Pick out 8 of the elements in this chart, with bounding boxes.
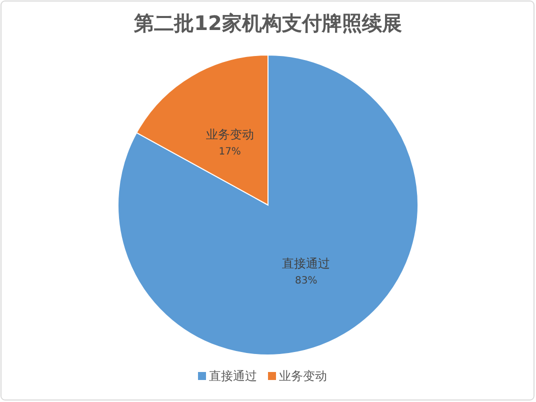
legend-label: 直接通过 (209, 369, 257, 383)
chart-title: 第二批12家机构支付牌照续展 (133, 11, 402, 35)
data-label: 17% (218, 146, 241, 158)
legend-label: 业务变动 (279, 369, 327, 383)
pie-slice (118, 54, 418, 356)
slice-label: 直接通过 (282, 256, 330, 271)
slice-label: 业务变动 (206, 127, 254, 142)
data-label: 83% (295, 276, 318, 287)
